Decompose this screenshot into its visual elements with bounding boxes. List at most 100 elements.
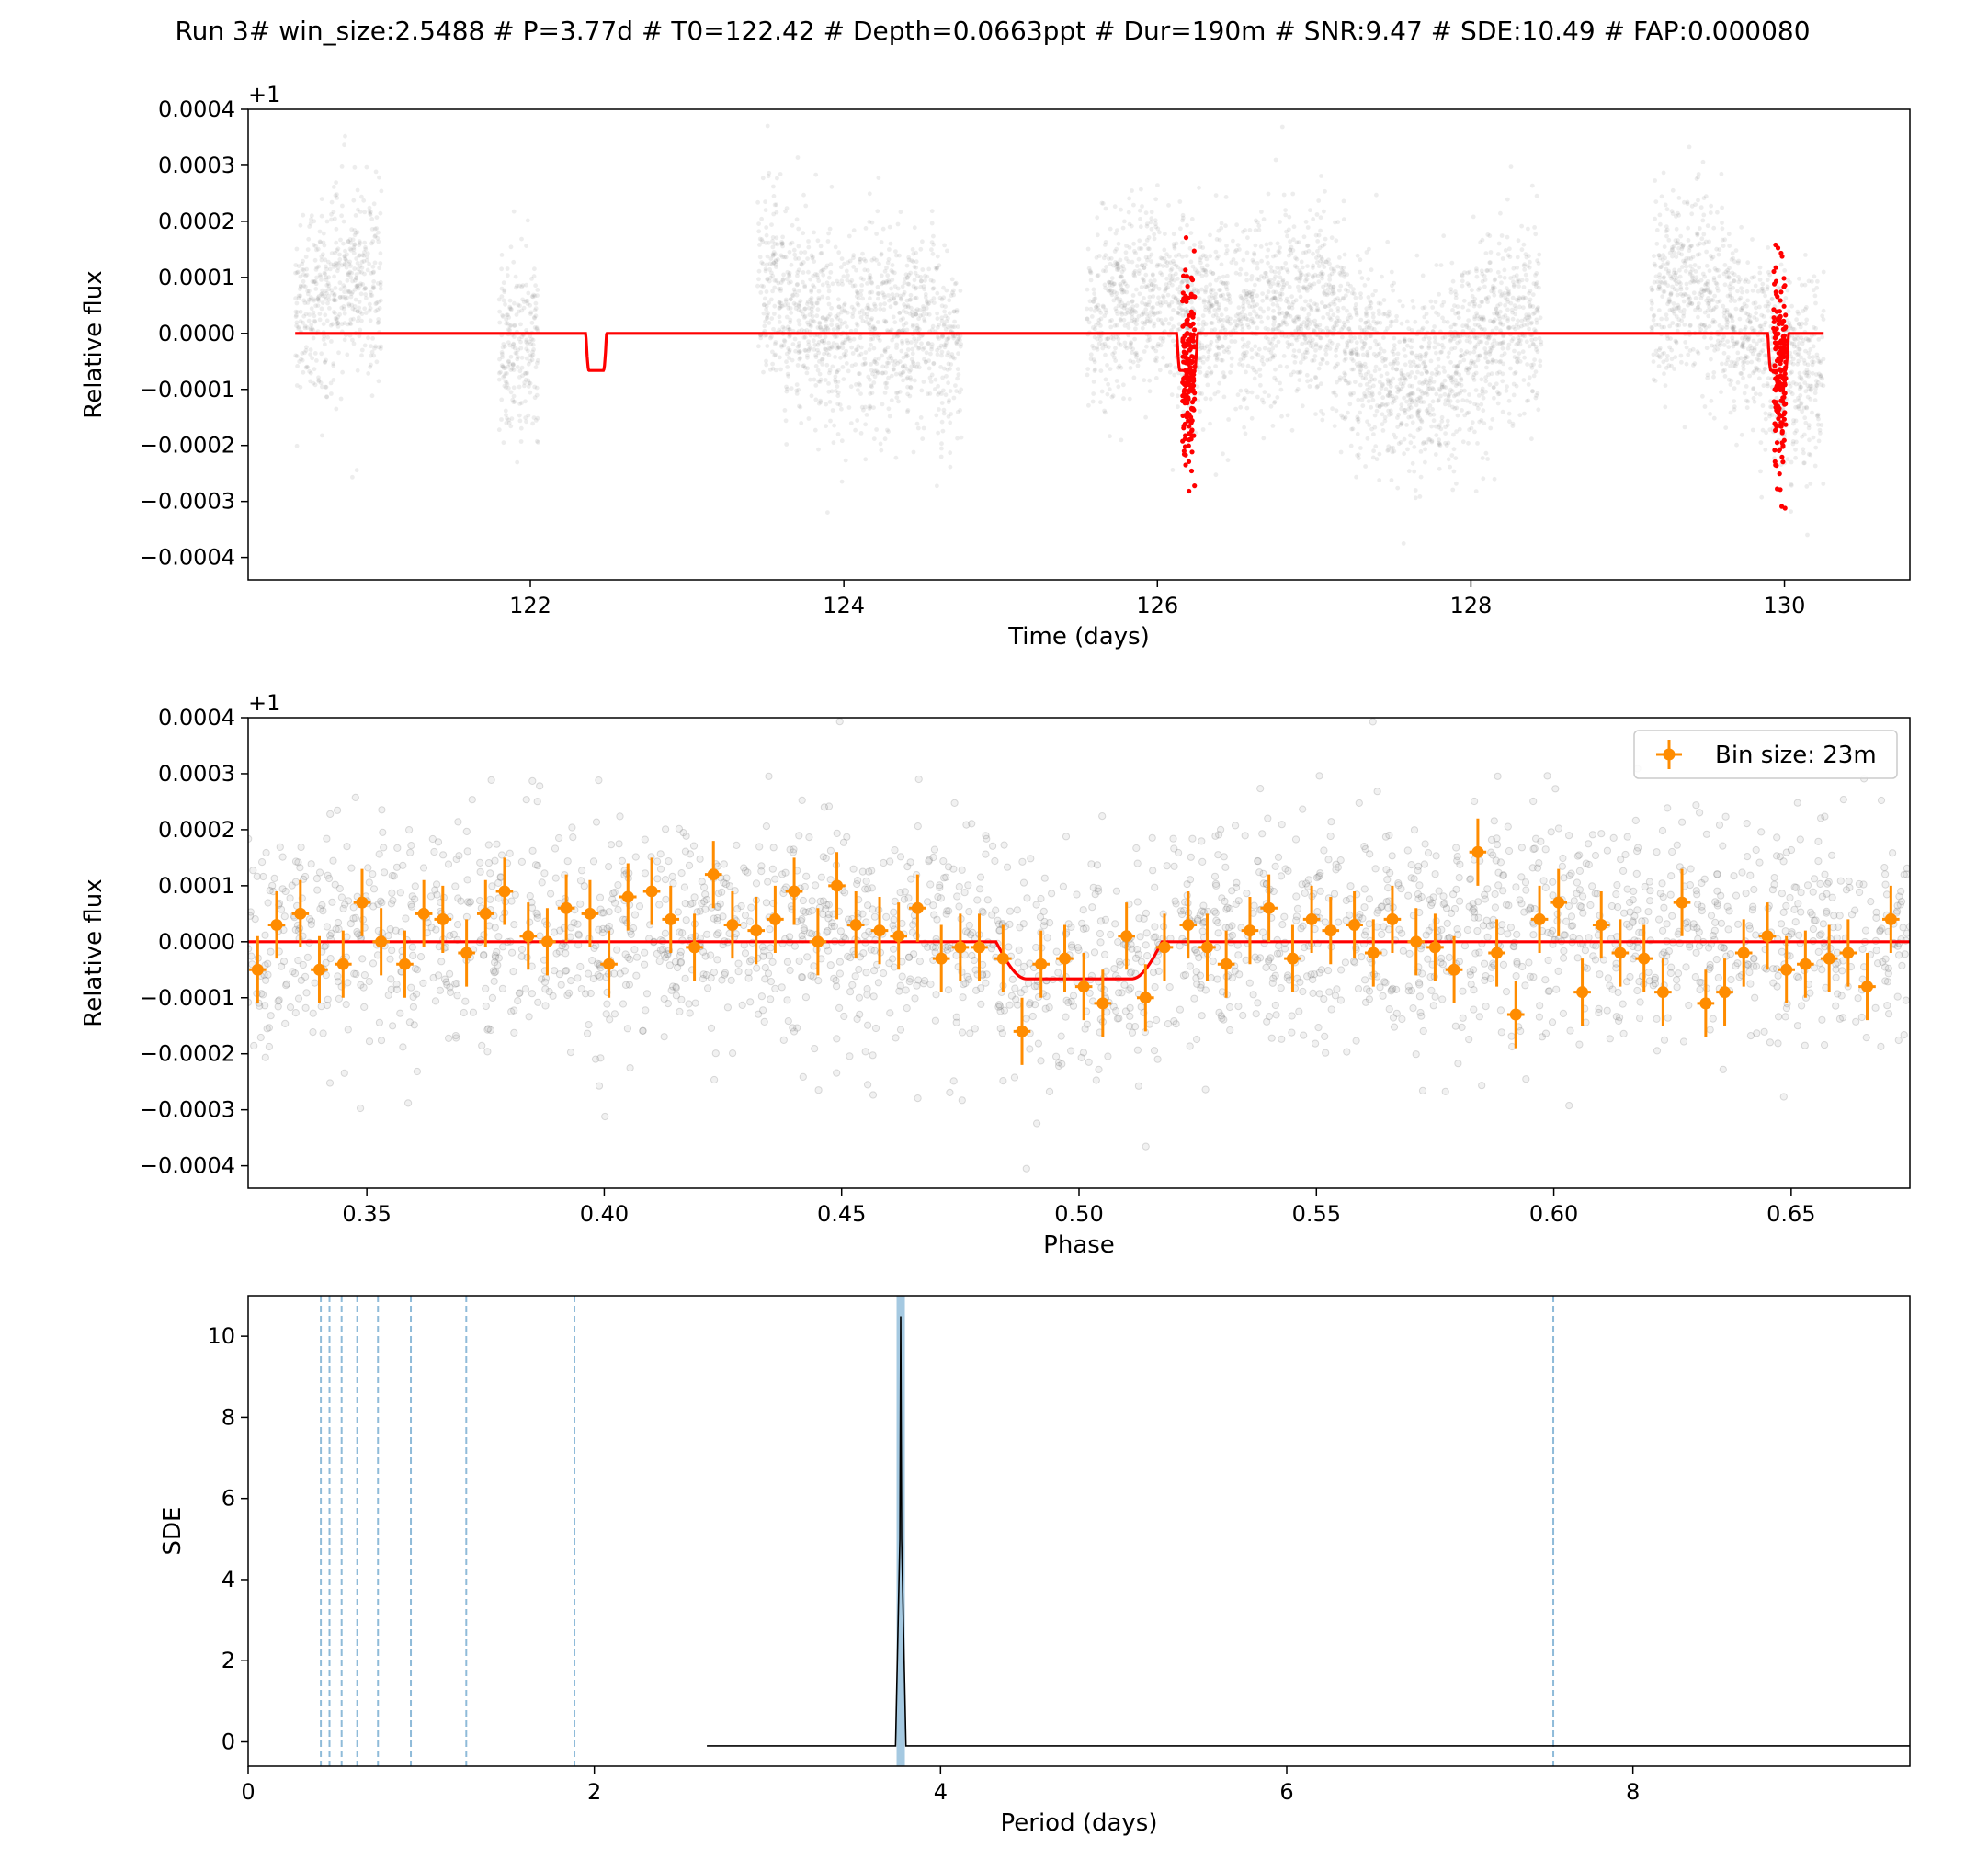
flux-point <box>1266 327 1271 332</box>
flux-point <box>1524 312 1529 318</box>
flux-point <box>1670 254 1675 259</box>
flux-point <box>1252 252 1257 257</box>
flux-point <box>331 210 336 215</box>
flux-point <box>1656 308 1662 312</box>
flux-point <box>1260 298 1266 303</box>
flux-point <box>765 123 770 129</box>
flux-point <box>911 313 915 319</box>
flux-point <box>1358 410 1362 415</box>
flux-point <box>343 248 347 254</box>
flux-point <box>874 257 879 263</box>
flux-point <box>773 340 778 345</box>
flux-point <box>1093 367 1097 372</box>
flux-point <box>773 258 778 263</box>
flux-point <box>907 298 913 302</box>
flux-point <box>1395 425 1401 429</box>
flux-point <box>1267 281 1271 286</box>
flux-point <box>1249 355 1255 360</box>
flux-point <box>1425 320 1430 324</box>
flux-point <box>1096 318 1102 323</box>
flux-point <box>343 296 348 301</box>
flux-point <box>856 388 860 392</box>
flux-point <box>1241 300 1246 306</box>
flux-point <box>756 344 761 349</box>
flux-point <box>332 292 337 297</box>
flux-point <box>1448 359 1453 365</box>
flux-point <box>1455 334 1460 339</box>
flux-point <box>353 213 358 218</box>
flux-point <box>1270 354 1275 359</box>
flux-point <box>882 348 888 354</box>
flux-point <box>506 386 511 391</box>
flux-point <box>760 261 766 266</box>
flux-point <box>1122 323 1128 328</box>
flux-point <box>1208 282 1213 287</box>
flux-point <box>1431 418 1437 424</box>
flux-point <box>1133 251 1138 255</box>
flux-point <box>1517 304 1522 310</box>
flux-point <box>1126 300 1130 306</box>
flux-point <box>1255 277 1260 282</box>
flux-point <box>1201 319 1206 324</box>
flux-point <box>1317 346 1323 351</box>
flux-point <box>946 361 951 367</box>
flux-point <box>295 310 300 314</box>
flux-point <box>1652 254 1656 258</box>
flux-point <box>322 243 327 248</box>
flux-point <box>1256 346 1262 352</box>
flux-point <box>304 266 309 272</box>
flux-point <box>1303 335 1308 341</box>
flux-point <box>1416 387 1421 392</box>
flux-point <box>1316 366 1322 371</box>
flux-point <box>357 305 362 311</box>
flux-point <box>837 324 843 330</box>
flux-point <box>312 278 318 284</box>
flux-point <box>308 326 313 332</box>
flux-point <box>929 342 935 347</box>
flux-point <box>504 385 508 390</box>
flux-point <box>1492 292 1497 298</box>
flux-point <box>1313 347 1318 353</box>
flux-point <box>511 385 517 391</box>
flux-point <box>1292 264 1298 268</box>
flux-point <box>1475 441 1480 446</box>
flux-point <box>533 300 539 306</box>
flux-point <box>1322 209 1326 214</box>
flux-point <box>499 417 504 422</box>
flux-point <box>1207 310 1212 315</box>
flux-point <box>1337 288 1342 293</box>
flux-point <box>1414 402 1419 408</box>
flux-point <box>508 424 514 429</box>
flux-point <box>1479 339 1484 345</box>
flux-point <box>530 421 535 426</box>
flux-point <box>1126 259 1131 264</box>
flux-point <box>506 358 511 364</box>
flux-point <box>1450 334 1456 339</box>
flux-point <box>1495 401 1501 406</box>
flux-point <box>954 340 959 346</box>
flux-point <box>1093 326 1097 332</box>
flux-point <box>805 299 811 304</box>
flux-point <box>1460 304 1465 310</box>
flux-point <box>1225 458 1231 463</box>
flux-point <box>1402 451 1406 457</box>
flux-point <box>368 212 373 218</box>
flux-point <box>1121 382 1126 388</box>
flux-point <box>1139 246 1144 251</box>
flux-point <box>1707 268 1712 274</box>
flux-point <box>825 295 831 300</box>
flux-point <box>324 219 330 224</box>
flux-point <box>357 254 361 258</box>
flux-point <box>326 293 332 299</box>
flux-point <box>1223 280 1228 286</box>
flux-point <box>1468 400 1473 405</box>
flux-point <box>1136 313 1142 319</box>
flux-point <box>1198 240 1203 245</box>
flux-point <box>1404 319 1410 324</box>
flux-point <box>927 375 933 380</box>
flux-point <box>324 283 330 288</box>
flux-point <box>1345 308 1349 313</box>
flux-point <box>935 254 940 259</box>
flux-point <box>301 369 306 375</box>
flux-point <box>1527 375 1532 380</box>
